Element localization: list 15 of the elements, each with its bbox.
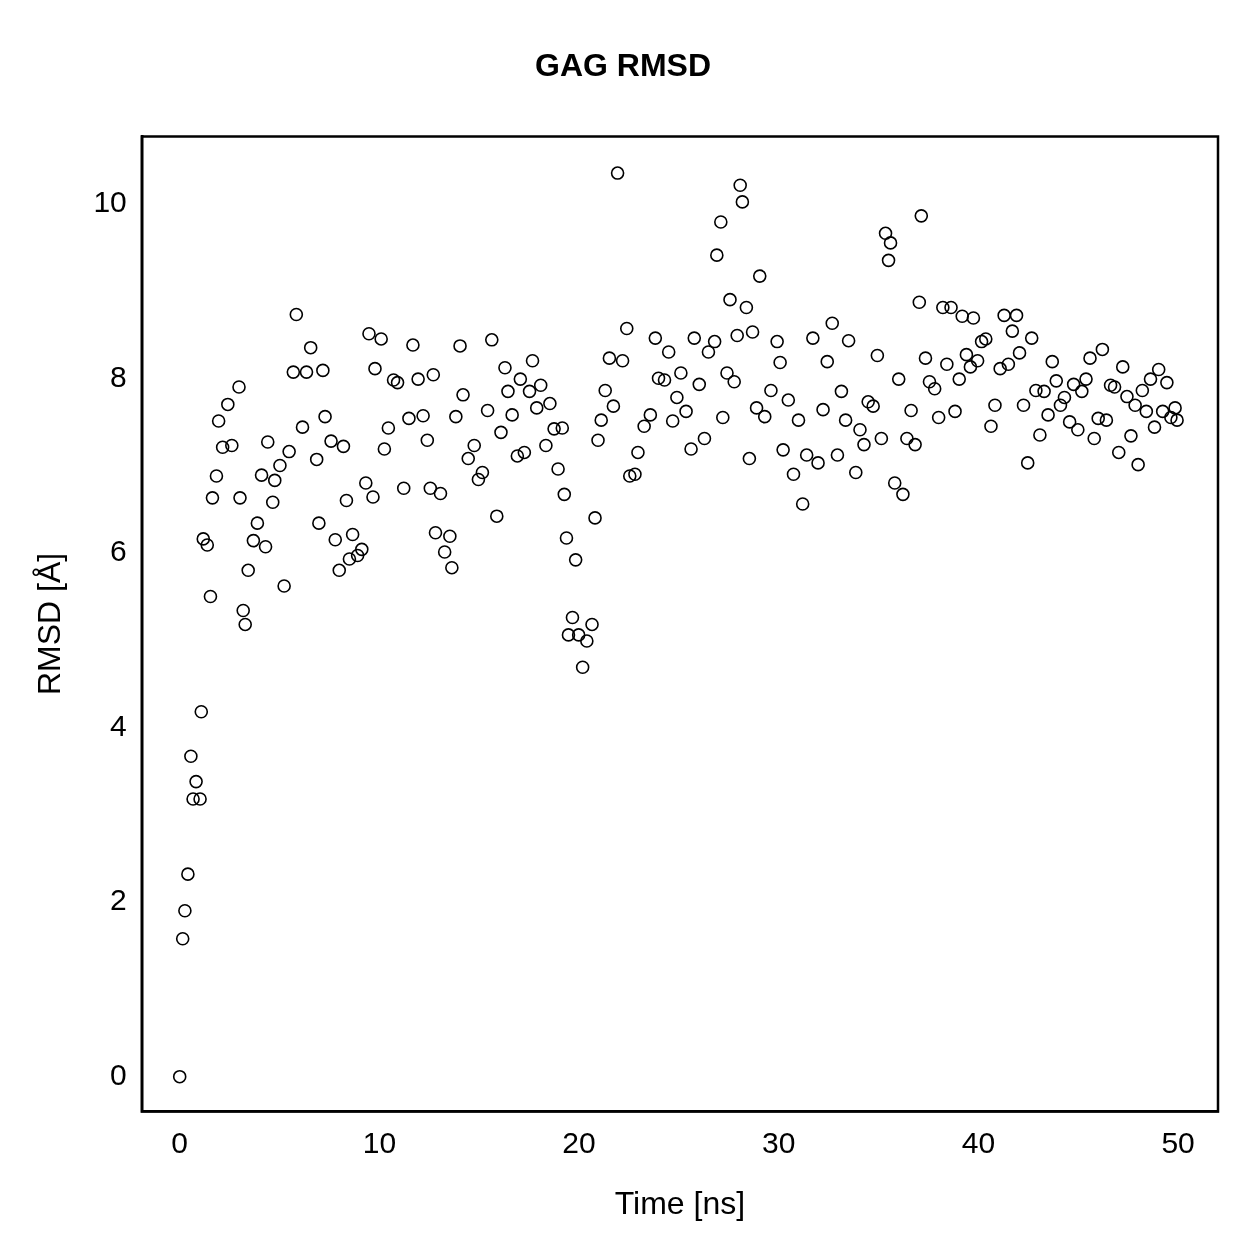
x-tick-label: 0 (171, 1125, 189, 1159)
x-tick-label: 50 (1161, 1125, 1195, 1159)
y-tick-label: 8 (110, 359, 127, 393)
y-axis-title: RMSD [Å] (31, 552, 68, 696)
y-tick-label: 2 (110, 883, 127, 917)
x-axis-title: Time [ns] (614, 1184, 746, 1221)
y-tick-label: 4 (110, 708, 127, 742)
x-tick-label: 40 (961, 1125, 996, 1159)
chart-title: GAG RMSD (535, 47, 711, 84)
x-tick-label: 30 (762, 1125, 796, 1159)
y-tick-label: 6 (110, 534, 127, 568)
x-tick-label: 10 (362, 1125, 397, 1159)
y-tick-label: 0 (110, 1057, 127, 1091)
x-tick-label: 20 (562, 1125, 596, 1159)
y-tick-label: 10 (93, 184, 127, 218)
